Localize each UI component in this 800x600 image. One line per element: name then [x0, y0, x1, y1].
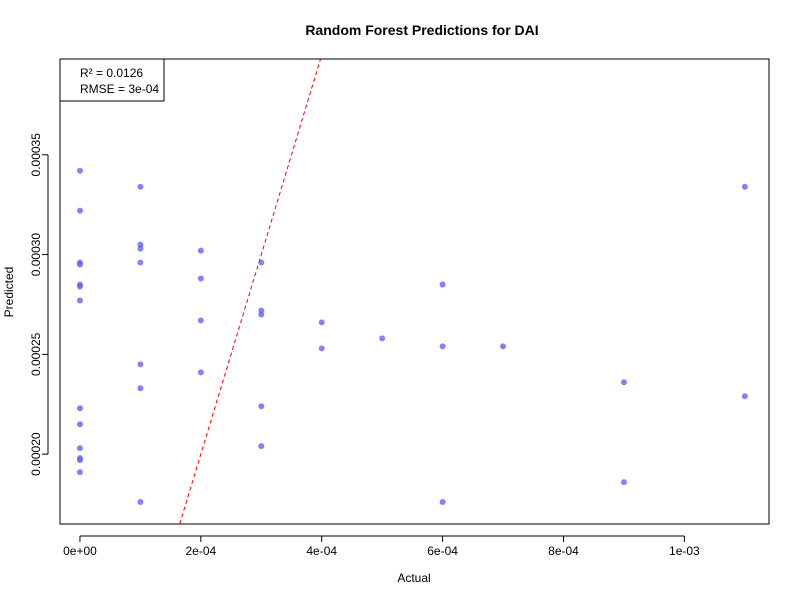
- data-point: [258, 311, 265, 318]
- data-point: [76, 469, 83, 476]
- data-point: [137, 361, 144, 368]
- data-point: [741, 183, 748, 190]
- data-point: [76, 167, 83, 174]
- x-tick-label: 6e-04: [427, 544, 458, 558]
- data-point: [76, 283, 83, 290]
- data-point: [76, 405, 83, 412]
- chart-title: Random Forest Predictions for DAI: [305, 22, 538, 38]
- y-tick-label: 0.00035: [29, 133, 43, 177]
- data-point: [258, 403, 265, 410]
- data-point: [197, 247, 204, 254]
- reference-line-layer: [179, 58, 321, 525]
- data-point: [197, 317, 204, 324]
- data-point: [318, 319, 325, 326]
- data-point: [76, 297, 83, 304]
- data-point: [258, 259, 265, 266]
- legend-box: [59, 58, 165, 102]
- data-point: [137, 259, 144, 266]
- x-axis: 0e+00 2e-04 4e-04 6e-04 8e-04 1e-03: [63, 535, 700, 558]
- data-point: [258, 443, 265, 450]
- data-point: [439, 281, 446, 288]
- y-tick-label: 0.00020: [29, 432, 43, 476]
- data-point: [741, 393, 748, 400]
- y-tick-label: 0.00025: [29, 332, 43, 376]
- data-point: [76, 207, 83, 214]
- x-axis-label: Actual: [397, 571, 430, 585]
- data-point: [137, 385, 144, 392]
- data-point: [137, 499, 144, 506]
- data-point: [197, 275, 204, 282]
- data-point: [76, 457, 83, 464]
- y-tick-label: 0.00030: [29, 233, 43, 277]
- data-point: [439, 499, 446, 506]
- points-layer: [76, 167, 748, 506]
- data-point: [137, 245, 144, 252]
- data-point: [76, 421, 83, 428]
- legend-entry-r2: R² = 0.0126: [80, 66, 143, 80]
- x-tick-label: 2e-04: [185, 544, 216, 558]
- data-point: [439, 343, 446, 350]
- plot-frame: [59, 58, 770, 525]
- data-point: [197, 369, 204, 376]
- y-axis-label: Predicted: [2, 267, 16, 318]
- data-point: [76, 261, 83, 268]
- data-point: [379, 335, 386, 342]
- x-tick-label: 0e+00: [63, 544, 97, 558]
- reference-line: [179, 58, 321, 525]
- data-point: [500, 343, 507, 350]
- legend-entry-rmse: RMSE = 3e-04: [80, 82, 159, 96]
- x-tick-label: 4e-04: [306, 544, 337, 558]
- data-point: [76, 445, 83, 452]
- legend: R² = 0.0126 RMSE = 3e-04: [59, 58, 165, 102]
- data-point: [137, 183, 144, 190]
- y-axis: 0.00020 0.00025 0.00030 0.00035: [29, 133, 49, 476]
- data-point: [620, 379, 627, 386]
- x-tick-label: 1e-03: [669, 544, 700, 558]
- x-tick-label: 8e-04: [548, 544, 579, 558]
- data-point: [318, 345, 325, 352]
- data-point: [620, 479, 627, 486]
